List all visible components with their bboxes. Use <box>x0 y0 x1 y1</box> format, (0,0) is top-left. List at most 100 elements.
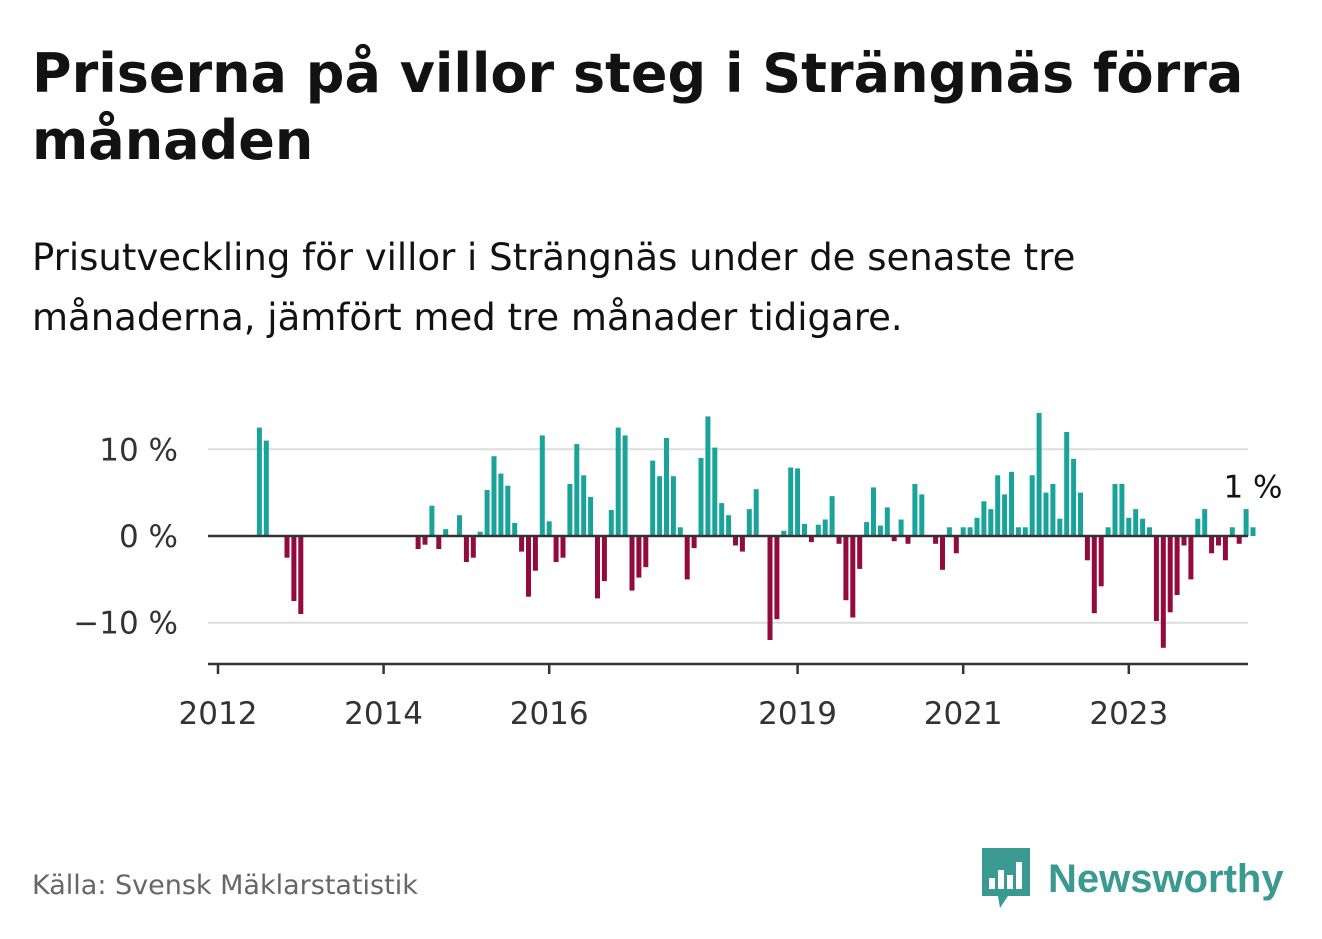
bar-negative <box>857 536 863 569</box>
bar-positive <box>1250 527 1256 536</box>
bar-positive <box>670 476 676 536</box>
bar-positive <box>988 509 994 536</box>
last-value-label: 1 % <box>1223 469 1282 505</box>
bar-positive <box>1064 432 1070 536</box>
bar-negative <box>1153 536 1159 621</box>
bar-negative <box>739 536 745 552</box>
bar-positive <box>1140 518 1146 536</box>
bar-positive <box>491 456 497 536</box>
bar-positive <box>815 524 821 536</box>
bar-positive <box>822 519 828 536</box>
bar-negative <box>1174 536 1180 595</box>
bar-negative <box>1222 536 1228 561</box>
gridlines <box>208 448 1248 624</box>
bar-negative <box>808 536 814 543</box>
labels: 10 % 0 % −10 % 2012 2014 2016 2019 2021 2023 1 % <box>73 432 1282 732</box>
bar-negative <box>636 536 642 578</box>
y-tick-label: −10 % <box>73 606 178 642</box>
bar-positive <box>677 527 683 536</box>
bar-negative <box>733 536 738 546</box>
bar-positive <box>1202 509 1208 536</box>
bar-positive <box>1057 518 1063 536</box>
bar-positive <box>1022 527 1028 536</box>
bar-positive <box>781 530 787 536</box>
bar-negative <box>1181 536 1187 546</box>
bar-positive <box>1043 492 1049 536</box>
brand-name: Newsworthy <box>1048 856 1284 901</box>
bar-negative <box>291 536 297 601</box>
source-note: Källa: Svensk Mäklarstatistik <box>32 870 418 901</box>
bar-positive <box>1036 412 1042 536</box>
bar-negative <box>1160 536 1166 648</box>
bar-negative <box>1084 536 1090 561</box>
bar-negative <box>601 536 607 582</box>
bar-negative <box>1236 536 1242 544</box>
bar-negative <box>422 536 428 545</box>
bar-positive <box>1050 484 1056 536</box>
bar-positive <box>539 435 545 536</box>
bar-positive <box>981 501 987 536</box>
x-tick-label: 2014 <box>344 696 423 732</box>
bar-negative <box>532 536 538 571</box>
bar-negative <box>953 536 959 554</box>
bar-positive <box>995 475 1001 536</box>
bar-positive <box>829 496 835 536</box>
bar-positive <box>588 497 594 536</box>
bar-negative <box>470 536 476 558</box>
bar-positive <box>1009 471 1014 536</box>
x-tick-label: 2016 <box>510 696 589 732</box>
chart-subtitle: Prisutveckling för villor i Strängnäs un… <box>32 236 1076 339</box>
bar-negative <box>940 536 945 570</box>
bar-positive <box>505 485 511 536</box>
bar-negative <box>843 536 849 601</box>
y-tick-label: 0 % <box>119 519 178 555</box>
bar-chart-speech-bubble-icon <box>982 848 1030 908</box>
x-tick-label: 2021 <box>924 696 1003 732</box>
bar-negative <box>643 536 649 568</box>
bar-positive <box>581 475 587 536</box>
bar-negative <box>1188 536 1194 580</box>
bar-positive <box>457 515 462 536</box>
bar-negative <box>691 536 697 549</box>
bar-negative <box>1098 536 1104 587</box>
bar-positive <box>974 517 980 536</box>
bar-negative <box>850 536 856 618</box>
bar-positive <box>1147 527 1152 536</box>
bar-negative <box>1216 536 1221 546</box>
bar-positive <box>1105 527 1111 536</box>
bar-positive <box>256 427 262 536</box>
bar-positive <box>657 476 663 536</box>
bar-negative <box>684 536 690 580</box>
bar-positive <box>960 527 966 536</box>
x-tick-label: 2019 <box>758 696 837 732</box>
bar-positive <box>664 438 669 536</box>
bar-positive <box>802 523 807 536</box>
bar-positive <box>919 494 925 536</box>
bar-negative <box>1091 536 1097 614</box>
bar-positive <box>1112 484 1118 536</box>
bar-positive <box>622 435 628 536</box>
newsworthy-logo[interactable]: Newsworthy <box>982 848 1284 910</box>
bar-positive <box>1126 517 1132 536</box>
bar-positive <box>608 510 614 536</box>
chart-title: Priserna på villor steg i Strängnäs förr… <box>32 42 1244 172</box>
bar-positive <box>1002 494 1008 536</box>
bar-negative <box>1167 536 1173 613</box>
x-tick-label: 2012 <box>179 696 258 732</box>
bar-positive <box>1071 458 1077 536</box>
bar-positive <box>898 519 904 536</box>
y-tick-label: 10 % <box>99 432 178 468</box>
bar-positive <box>574 444 580 536</box>
bar-positive <box>967 527 973 536</box>
bar-positive <box>512 523 518 536</box>
bar-negative <box>526 536 531 597</box>
bar-negative <box>553 536 559 562</box>
bar-positive <box>946 527 952 536</box>
bar-positive <box>429 505 435 536</box>
bar-positive <box>1119 484 1125 536</box>
bar-negative <box>905 536 911 544</box>
bar-positive <box>726 515 732 536</box>
bar-positive <box>1015 527 1021 536</box>
bar-positive <box>1243 509 1249 536</box>
